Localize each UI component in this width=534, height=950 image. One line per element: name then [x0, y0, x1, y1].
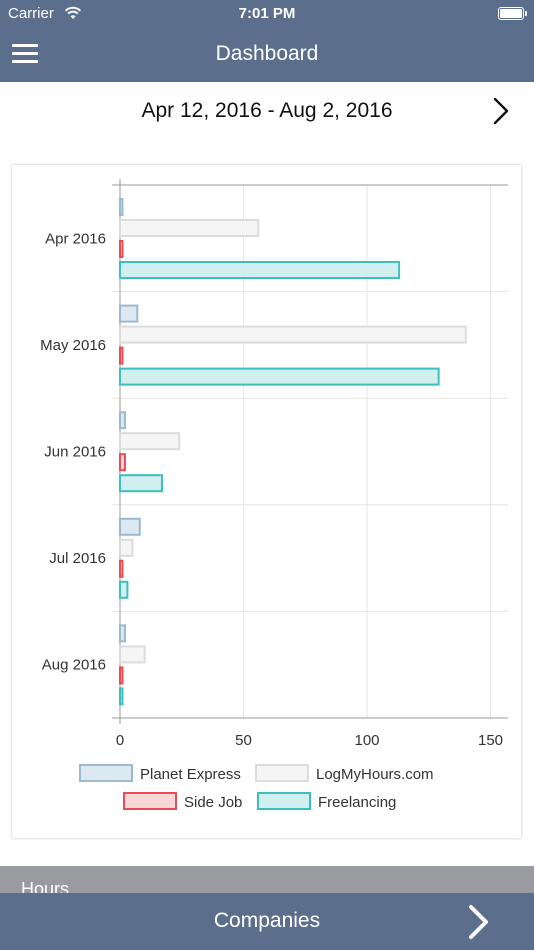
legend-label: Freelancing — [318, 794, 396, 811]
battery-icon — [498, 7, 527, 20]
bar-side-job — [119, 240, 124, 258]
bar-freelancing — [119, 474, 163, 493]
bar-freelancing — [119, 261, 401, 279]
bar-logmyhours-com — [119, 432, 181, 451]
y-tick-label: Apr 2016 — [45, 230, 106, 247]
status-bar: Carrier 7:01 PM — [0, 0, 534, 28]
legend-swatch — [79, 764, 133, 782]
companies-label: Companies — [213, 909, 321, 932]
date-range-row: Apr 12, 2016 - Aug 2, 2016 — [0, 82, 534, 142]
y-tick-label: Jun 2016 — [44, 444, 106, 461]
bar-logmyhours-com — [119, 538, 134, 557]
hours-bar-chart: Apr 2016 May 2016 Jun 2016 Jul 2016 Aug 2016… — [40, 179, 508, 811]
chevron-right-icon[interactable] — [490, 96, 512, 126]
x-tick-label: 150 — [478, 732, 503, 749]
legend-swatch — [257, 792, 311, 810]
x-tick-label: 0 — [116, 732, 124, 749]
bar-freelancing — [119, 687, 124, 706]
bar-side-job — [119, 346, 124, 365]
legend-label: Planet Express — [140, 766, 241, 783]
date-range-label: Apr 12, 2016 - Aug 2, 2016 — [141, 99, 393, 122]
y-tick-label: Jul 2016 — [49, 550, 106, 567]
bar-side-job — [119, 453, 126, 472]
bar-freelancing — [119, 367, 440, 386]
bar-planet-express — [119, 517, 141, 536]
hours-section-header: Hours — [0, 866, 534, 899]
bar-planet-express — [119, 411, 126, 430]
bar-side-job — [119, 666, 124, 685]
bar-logmyhours-com — [119, 645, 146, 664]
legend-swatch — [123, 792, 177, 810]
carrier-label: Carrier — [8, 5, 54, 22]
bar-planet-express — [119, 198, 124, 216]
bar-planet-express — [119, 624, 126, 643]
wifi-icon — [64, 6, 82, 19]
x-tick-label: 50 — [235, 732, 252, 749]
legend-swatch — [255, 764, 309, 782]
nav-bar: Dashboard — [0, 28, 534, 82]
bar-logmyhours-com — [119, 219, 260, 237]
bar-planet-express — [119, 304, 139, 323]
bar-side-job — [119, 559, 124, 578]
hours-chart-card: Apr 2016 May 2016 Jun 2016 Jul 2016 Aug 2016… — [12, 165, 521, 838]
chevron-right-icon — [469, 905, 488, 939]
legend-label: Side Job — [184, 794, 242, 811]
y-tick-label: May 2016 — [40, 337, 106, 354]
hamburger-menu-icon[interactable] — [12, 42, 40, 66]
status-time: 7:01 PM — [238, 5, 296, 22]
bar-freelancing — [119, 580, 129, 599]
bar-logmyhours-com — [119, 325, 467, 344]
y-tick-label: Aug 2016 — [42, 657, 106, 674]
x-tick-label: 100 — [354, 732, 379, 749]
page-title: Dashboard — [215, 42, 319, 65]
companies-button[interactable]: Companies — [0, 893, 534, 950]
legend-label: LogMyHours.com — [316, 766, 434, 783]
